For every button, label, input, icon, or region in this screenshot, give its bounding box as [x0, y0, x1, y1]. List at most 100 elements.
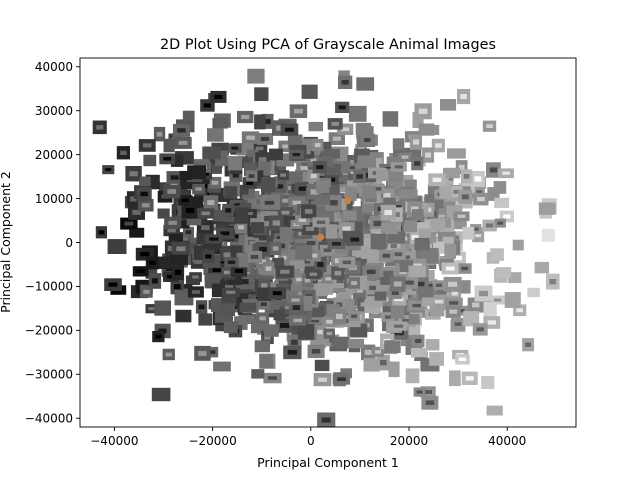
y-tick-label: 0 [65, 236, 73, 250]
thumbnail-detail [393, 212, 400, 217]
thumbnail-point [447, 148, 466, 159]
thumbnail-detail [341, 171, 348, 176]
thumbnail-point [325, 224, 338, 239]
thumbnail-point [312, 221, 325, 234]
thumbnail-detail [321, 417, 331, 423]
thumbnail-detail [336, 313, 343, 320]
thumbnail-detail [261, 283, 268, 289]
thumbnail-detail [175, 269, 182, 275]
thumbnail-point [273, 309, 285, 321]
highlighted-point [344, 197, 352, 205]
thumbnail-detail [156, 131, 163, 137]
thumbnail-point [207, 128, 224, 142]
highlighted-point [317, 233, 325, 241]
thumbnail-point [418, 123, 435, 136]
thumbnail-detail [264, 119, 271, 124]
thumbnail-point [254, 87, 269, 101]
thumbnail-detail [96, 125, 104, 130]
thumbnail-detail [449, 309, 457, 314]
thumbnail-point [412, 222, 431, 234]
x-axis: −40000 −20000 0 20000 40000 [90, 427, 526, 448]
thumbnail-detail [334, 258, 343, 264]
thumbnail-point [430, 218, 446, 231]
thumbnail-detail [272, 246, 279, 251]
thumbnail-detail [304, 209, 313, 214]
chart-title: 2D Plot Using PCA of Grayscale Animal Im… [160, 37, 496, 53]
thumbnail-detail [260, 302, 267, 306]
thumbnail-point [239, 302, 257, 312]
thumbnail-detail [264, 200, 275, 205]
thumbnail-point [440, 99, 457, 111]
thumbnail-detail [445, 266, 455, 271]
thumbnail-point [363, 358, 380, 372]
thumbnail-detail [384, 315, 392, 319]
thumbnail-detail [452, 235, 460, 240]
thumbnail-detail [472, 227, 479, 231]
thumbnail-detail [124, 221, 134, 226]
thumbnail-point [388, 361, 400, 378]
thumbnail-point [314, 359, 330, 372]
thumbnail-detail [374, 187, 382, 191]
thumbnail-detail [309, 253, 318, 258]
thumbnail-point [325, 163, 341, 176]
thumbnail-detail [475, 232, 482, 238]
thumbnail-point [382, 303, 394, 316]
thumbnail-detail [246, 181, 254, 185]
thumbnail-point [437, 231, 456, 242]
thumbnail-detail [366, 269, 376, 274]
thumbnail-point [187, 165, 206, 180]
thumbnail-point [463, 311, 480, 327]
thumbnail-detail [260, 137, 269, 141]
thumbnail-point [235, 207, 249, 223]
y-axis-label: Principal Component 2 [0, 171, 13, 313]
thumbnail-detail [170, 175, 179, 180]
thumbnail-detail [310, 173, 317, 179]
thumbnail-detail [151, 278, 158, 284]
thumbnail-detail [246, 135, 255, 140]
x-tick-label: −40000 [90, 434, 138, 448]
thumbnail-point [541, 228, 555, 242]
thumbnail-point [398, 189, 418, 199]
thumbnail-detail [411, 235, 420, 240]
thumbnail-detail [465, 376, 474, 381]
thumbnail-point [390, 305, 405, 319]
thumbnail-detail [317, 278, 325, 283]
thumbnail-point [257, 287, 271, 301]
thumbnail-point [218, 303, 235, 316]
thumbnail-detail [418, 108, 428, 114]
thumbnail-point [380, 223, 398, 235]
thumbnail-detail [454, 256, 462, 261]
thumbnail-detail [207, 200, 215, 205]
thumbnail-detail [220, 231, 230, 236]
thumbnail-detail [136, 269, 145, 273]
thumbnail-point [351, 206, 370, 216]
thumbnail-point [486, 405, 503, 416]
thumbnail-detail [191, 290, 200, 294]
thumbnail-detail [225, 208, 232, 213]
thumbnail-point [223, 321, 238, 334]
thumbnail-point [260, 177, 276, 193]
thumbnail-point [487, 187, 500, 201]
thumbnail-detail [350, 160, 357, 166]
thumbnail-point [157, 208, 170, 219]
thumbnail-detail [163, 157, 172, 161]
thumbnail-point [538, 202, 556, 215]
thumbnail-detail [281, 210, 290, 215]
thumbnail-point [321, 149, 340, 159]
thumbnail-detail [185, 207, 195, 214]
thumbnail-detail [476, 327, 484, 332]
thumbnail-detail [316, 329, 323, 335]
thumbnail-point [414, 237, 430, 251]
thumbnail-detail [434, 299, 444, 306]
thumbnail-point [163, 138, 175, 153]
thumbnail-detail [476, 190, 483, 195]
thumbnail-detail [205, 254, 212, 259]
thumbnail-detail [503, 214, 511, 219]
thumbnail-point [290, 258, 305, 269]
thumbnail-detail [412, 303, 421, 308]
thumbnail-point [310, 337, 327, 348]
thumbnail-point [356, 77, 375, 91]
thumbnail-detail [245, 212, 253, 215]
thumbnail-detail [449, 301, 459, 305]
thumbnail-detail [298, 186, 307, 191]
